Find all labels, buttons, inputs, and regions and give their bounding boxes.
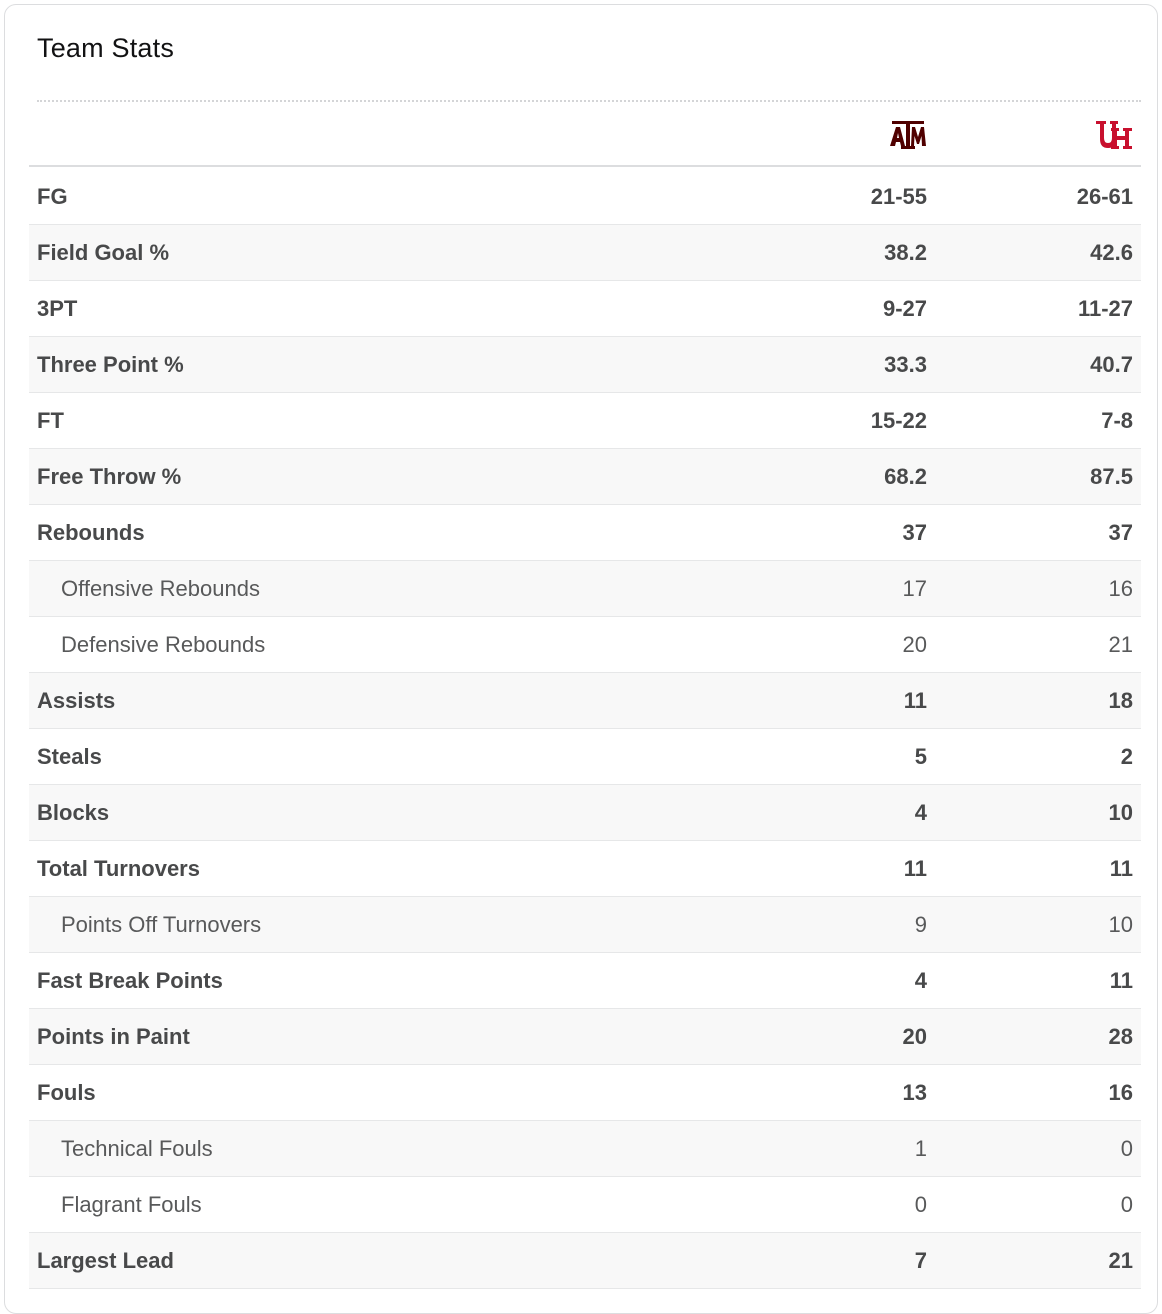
stat-value-home: 11 [1109, 968, 1133, 993]
stat-value-home: 0 [1120, 1136, 1133, 1161]
stat-label: Points Off Turnovers [61, 912, 262, 937]
stat-value-away: 11 [903, 856, 927, 881]
stat-row-rebounds: Rebounds 37 37 [29, 505, 1141, 561]
stat-row-flagrant-fouls: Flagrant Fouls 0 0 [29, 1177, 1141, 1233]
stat-row-blocks: Blocks 4 10 [29, 785, 1141, 841]
stat-value-away: 68.2 [884, 464, 927, 489]
stat-row-ft-pct: Free Throw % 68.2 87.5 [29, 449, 1141, 505]
stat-row-steals: Steals 5 2 [29, 729, 1141, 785]
stat-row-ft: FT 15-22 7-8 [29, 393, 1141, 449]
stat-value-away: 4 [914, 800, 927, 825]
stat-value-home: 0 [1120, 1192, 1133, 1217]
stat-row-pts-off-turnovers: Points Off Turnovers 9 10 [29, 897, 1141, 953]
stat-row-tech-fouls: Technical Fouls 1 0 [29, 1121, 1141, 1177]
stat-value-away: 21-55 [870, 184, 927, 209]
stat-value-away: 9 [914, 912, 927, 937]
stat-row-turnovers: Total Turnovers 11 11 [29, 841, 1141, 897]
stat-value-home: 16 [1108, 1080, 1133, 1105]
stat-value-away: 1 [914, 1136, 927, 1161]
stat-value-away: 0 [914, 1192, 927, 1217]
stat-value-away: 5 [914, 744, 927, 769]
stat-label: Free Throw % [37, 464, 182, 489]
stat-value-away: 4 [914, 968, 927, 993]
stat-value-home: 10 [1108, 800, 1133, 825]
stat-row-fast-break: Fast Break Points 4 11 [29, 953, 1141, 1009]
stat-value-away: 33.3 [884, 352, 927, 377]
stat-label: Largest Lead [37, 1248, 174, 1273]
team-header-row [29, 103, 1141, 167]
stat-row-fouls: Fouls 13 16 [29, 1065, 1141, 1121]
stat-value-home: 87.5 [1090, 464, 1133, 489]
stat-value-away: 17 [902, 576, 927, 601]
stat-label: 3PT [37, 296, 78, 321]
stat-row-3pt-pct: Three Point % 33.3 40.7 [29, 337, 1141, 393]
stat-value-home: 40.7 [1090, 352, 1133, 377]
stat-value-home: 7-8 [1101, 408, 1133, 433]
stat-row-def-rebounds: Defensive Rebounds 20 21 [29, 617, 1141, 673]
stat-label: Fast Break Points [37, 968, 223, 993]
stat-value-away: 38.2 [884, 240, 927, 265]
stat-label: Steals [37, 744, 102, 769]
stat-row-3pt: 3PT 9-27 11-27 [29, 281, 1141, 337]
stat-label: Fouls [37, 1080, 96, 1105]
stat-row-fg: FG 21-55 26-61 [29, 169, 1141, 225]
stat-label: Total Turnovers [37, 856, 200, 881]
houston-logo-icon[interactable] [1087, 117, 1141, 153]
stat-value-home: 21 [1108, 1248, 1133, 1273]
stat-value-home: 28 [1108, 1024, 1133, 1049]
stat-value-away: 15-22 [870, 408, 927, 433]
stat-label: Rebounds [37, 520, 145, 545]
stat-label: Points in Paint [37, 1024, 190, 1049]
stat-label: FG [37, 184, 68, 209]
stat-value-home: 10 [1108, 912, 1133, 937]
stat-label: FT [37, 408, 64, 433]
stat-value-away: 13 [902, 1080, 927, 1105]
stat-row-off-rebounds: Offensive Rebounds 17 16 [29, 561, 1141, 617]
stat-value-away: 11 [903, 688, 927, 713]
team-stats-card: Team Stats [4, 4, 1158, 1314]
texas-am-logo-icon[interactable] [881, 117, 935, 153]
stat-row-assists: Assists 11 18 [29, 673, 1141, 729]
stat-row-paint: Points in Paint 20 28 [29, 1009, 1141, 1065]
stat-value-away: 20 [902, 1024, 927, 1049]
stat-value-home: 11-27 [1077, 296, 1133, 321]
stats-table: FG 21-55 26-61 Field Goal % 38.2 42.6 3PT 9-27 1… [29, 169, 1141, 1289]
stat-value-home: 42.6 [1090, 240, 1133, 265]
stat-row-fg-pct: Field Goal % 38.2 42.6 [29, 225, 1141, 281]
stat-value-away: 7 [914, 1248, 927, 1273]
stat-label: Technical Fouls [61, 1136, 213, 1161]
stat-label: Assists [37, 688, 116, 713]
stat-value-away: 9-27 [882, 296, 927, 321]
stat-label: Blocks [37, 800, 110, 825]
stat-label: Defensive Rebounds [61, 632, 266, 657]
stat-value-home: 2 [1120, 744, 1133, 769]
stat-label: Flagrant Fouls [61, 1192, 202, 1217]
section-title: Team Stats [37, 33, 175, 63]
stat-value-home: 11 [1109, 856, 1133, 881]
title-divider [37, 100, 1141, 102]
stat-label: Offensive Rebounds [61, 576, 260, 601]
stat-value-home: 21 [1108, 632, 1133, 657]
stat-value-home: 18 [1108, 688, 1133, 713]
stat-label: Three Point % [37, 352, 184, 377]
stat-row-largest-lead: Largest Lead 7 21 [29, 1233, 1141, 1289]
stat-value-home: 37 [1108, 520, 1133, 545]
stat-value-away: 37 [902, 520, 927, 545]
stat-value-home: 26-61 [1076, 184, 1133, 209]
stat-value-away: 20 [902, 632, 927, 657]
stat-value-home: 16 [1108, 576, 1133, 601]
stat-label: Field Goal % [37, 240, 170, 265]
